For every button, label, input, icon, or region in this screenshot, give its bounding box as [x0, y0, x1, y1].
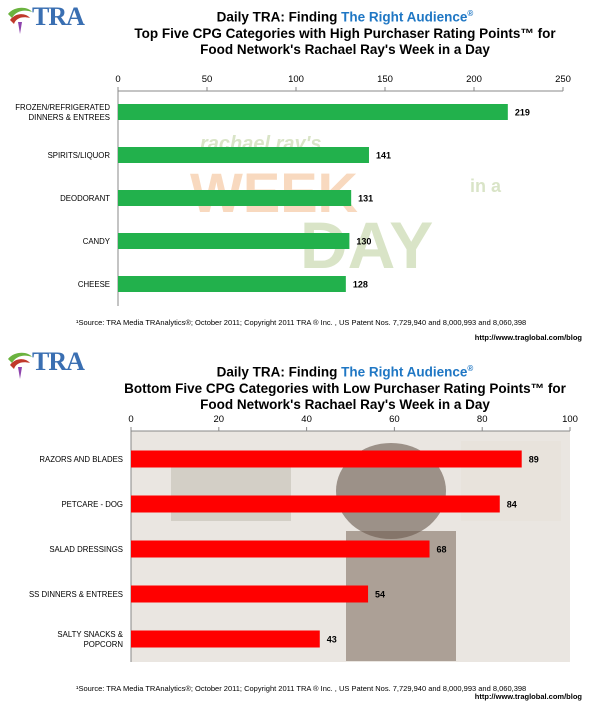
bar: [131, 585, 369, 603]
top-chart-panel: TRA Daily TRA: Finding The Right Audienc…: [0, 0, 594, 345]
bar-value-label: 68: [437, 545, 447, 555]
bar-value-label: 43: [327, 635, 337, 645]
category-label: SS DINNERS & ENTREES: [29, 590, 123, 599]
heading-line-3: Food Network's Rachael Ray's Week in a D…: [200, 396, 490, 412]
heading-mark: ®: [467, 9, 474, 18]
x-tick-label: 50: [202, 74, 213, 85]
bar: [131, 630, 320, 648]
source-note: ¹Source: TRA Media TRAnalytics®; October…: [76, 684, 527, 693]
heading-prefix: Daily TRA: Finding: [216, 364, 342, 380]
bar-value-label: 131: [358, 194, 373, 204]
bar: [118, 104, 508, 120]
heading-highlight: The Right Audience: [341, 364, 468, 380]
x-tick-label: 150: [377, 74, 393, 85]
bar-value-label: 54: [375, 590, 385, 600]
category-label: SALAD DRESSINGS: [49, 545, 123, 554]
bar: [131, 495, 500, 513]
bar-value-label: 130: [356, 237, 371, 247]
category-label: CANDY: [83, 237, 111, 246]
category-label: CHEESE: [78, 280, 110, 289]
heading-line-2: Bottom Five CPG Categories with Low Purc…: [124, 380, 566, 396]
top-bar-chart: rachael ray'sWEEKin aDAY0501001502002502…: [15, 74, 571, 306]
bar: [118, 147, 369, 163]
x-tick-label: 100: [288, 74, 304, 85]
bar: [118, 233, 350, 249]
x-tick-label: 0: [128, 414, 133, 425]
category-label: POPCORN: [84, 640, 123, 649]
heading-highlight: The Right Audience: [341, 9, 468, 25]
x-tick-label: 60: [389, 414, 400, 425]
x-tick-label: 80: [477, 414, 488, 425]
chart-heading: Daily TRA: Finding The Right Audience® B…: [100, 361, 590, 413]
bottom-bar-chart: 0 20 40 60 80 100 89 RAZORS AND BLADES 84 PETCARE…: [29, 414, 578, 662]
logo-text: TRA: [32, 347, 85, 376]
source-note: ¹Source: TRA Media TRAnalytics®; October…: [76, 318, 527, 327]
x-tick-label: 40: [301, 414, 312, 425]
heading-prefix: Daily TRA: Finding: [216, 9, 342, 25]
x-tick-label: 0: [115, 74, 120, 85]
x-tick-label: 20: [214, 414, 225, 425]
bar: [131, 450, 522, 468]
tra-logo: TRA: [4, 347, 100, 379]
heading-line-1: Daily TRA: Finding The Right Audience®: [100, 361, 590, 381]
heading-line-2: Top Five CPG Categories with High Purcha…: [134, 25, 556, 41]
x-tick-label: 250: [555, 74, 571, 85]
category-label: DINNERS & ENTREES: [29, 113, 110, 122]
bottom-chart-panel: TRA Daily TRA: Finding The Right Audienc…: [0, 345, 594, 701]
blog-link[interactable]: http://www.traglobal.com/blog: [474, 333, 582, 342]
bar: [118, 190, 352, 206]
bar-value-label: 219: [515, 108, 530, 118]
heading-line-3: Food Network's Rachael Ray's Week in a D…: [200, 41, 490, 57]
bar-value-label: 89: [529, 455, 539, 465]
chart-heading: Daily TRA: Finding The Right Audience® T…: [100, 6, 590, 58]
logo-text: TRA: [32, 2, 85, 31]
blog-link[interactable]: http://www.traglobal.com/blog: [474, 692, 582, 701]
heading-line-1: Daily TRA: Finding The Right Audience®: [100, 6, 590, 26]
heading-mark: ®: [467, 364, 474, 373]
tra-swirl-icon: [8, 352, 32, 379]
bar-value-label: 128: [353, 280, 368, 290]
category-label: PETCARE - DOG: [61, 500, 123, 509]
bar-value-label: 84: [507, 500, 517, 510]
category-label: DEODORANT: [60, 194, 110, 203]
category-label: FROZEN/REFRIGERATED: [15, 103, 110, 112]
bar: [131, 540, 430, 558]
category-label: SPIRITS/LIQUOR: [48, 151, 111, 160]
category-label: RAZORS AND BLADES: [39, 455, 123, 464]
x-tick-label: 100: [562, 414, 578, 425]
watermark-text: in a: [470, 176, 502, 196]
tra-swirl-icon: [8, 7, 32, 34]
bar: [118, 276, 346, 292]
bar-value-label: 141: [376, 151, 391, 161]
category-label: SALTY SNACKS &: [57, 630, 123, 639]
x-tick-label: 200: [466, 74, 482, 85]
tra-logo: TRA: [4, 2, 100, 34]
